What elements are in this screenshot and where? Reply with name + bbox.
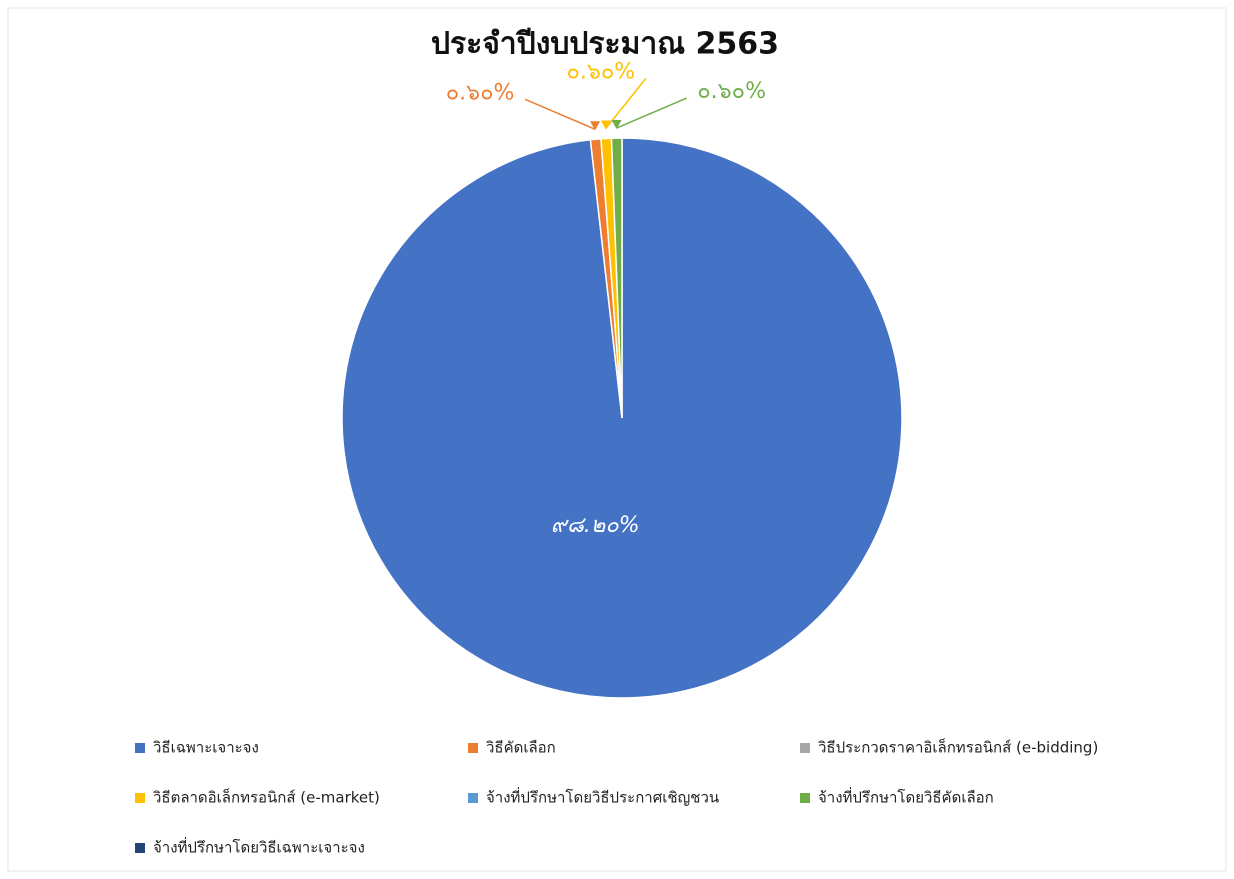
data-label: ๙๘.๒๐% xyxy=(551,513,640,538)
legend-text: วิธีประกวดราคาอิเล็กทรอนิกส์ (e-bidding) xyxy=(817,738,1098,757)
legend-text: จ้างที่ปรึกษาโดยวิธีเฉพาะเจาะจง xyxy=(153,837,365,857)
arrow-head xyxy=(611,120,622,130)
chart-title: ประจำปีงบประมาณ 2563 xyxy=(431,27,779,62)
data-label: ๐.๖๐% xyxy=(446,80,515,105)
data-label: ๐.๖๐% xyxy=(697,79,766,104)
legend-swatch xyxy=(468,743,478,753)
legend-text: วิธีคัดเลือก xyxy=(485,739,555,757)
pie-slice xyxy=(610,137,623,419)
arrow-head xyxy=(590,121,601,131)
legend-text: วิธีเฉพาะเจาะจง xyxy=(152,739,258,757)
legend-swatch xyxy=(800,793,810,803)
data-label: ๐.๖๐% xyxy=(566,59,635,84)
legend-swatch xyxy=(135,743,145,753)
label-arrow xyxy=(524,98,596,130)
legend-text: จ้างที่ปรึกษาโดยวิธีคัดเลือก xyxy=(818,787,994,807)
chart-border xyxy=(7,7,1227,872)
legend-text: จ้างที่ปรึกษาโดยวิธีประกาศเชิญชวน xyxy=(486,787,719,807)
legend-swatch xyxy=(135,793,145,803)
legend-swatch xyxy=(468,793,478,803)
legend-swatch xyxy=(135,843,145,853)
arrow-head xyxy=(600,120,611,130)
label-arrow xyxy=(616,97,687,129)
legend-swatch xyxy=(800,743,810,753)
legend-text: วิธีตลาดอิเล็กทรอนิกส์ (e-market) xyxy=(152,788,379,807)
label-arrow xyxy=(605,77,647,129)
